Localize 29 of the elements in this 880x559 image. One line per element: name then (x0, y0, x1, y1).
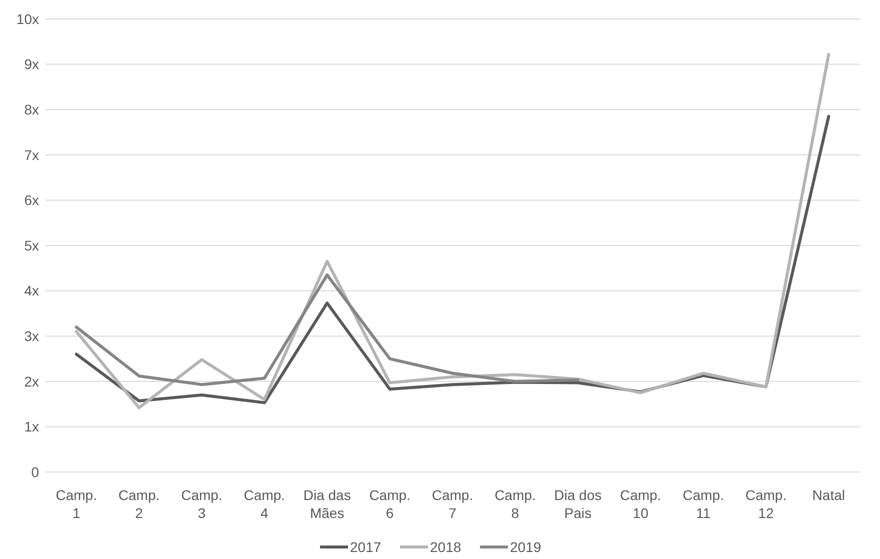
y-tick-label: 4x (24, 282, 39, 299)
x-tick-label: Camp. 8 (494, 487, 536, 521)
x-tick-label: Camp. 7 (432, 487, 474, 521)
x-tick-label: Dia dos Pais (554, 487, 602, 521)
y-tick-label: 7x (24, 146, 39, 163)
x-tick-label: Dia das Mães (303, 487, 351, 521)
line-series (74, 52, 830, 410)
x-tick-label: Camp. 11 (682, 487, 724, 521)
y-tick-label: 6x (24, 192, 39, 208)
y-tick-label: 10x (16, 10, 39, 27)
y-tick-label: 2x (24, 373, 39, 390)
x-tick-label: Natal (812, 487, 845, 503)
x-tick-label: Camp. 12 (745, 487, 787, 521)
legend-label: 2019 (510, 538, 542, 555)
x-tick-label: Camp. 2 (118, 487, 160, 521)
y-tick-label: 5x (24, 237, 39, 254)
y-tick-label: 0 (31, 464, 40, 480)
x-tick-label: Camp. 3 (181, 487, 222, 521)
x-tick-label: Camp. 6 (369, 487, 410, 521)
y-tick-label: 8x (24, 102, 39, 118)
x-tick-label: Camp. 10 (620, 487, 662, 521)
y-tick-label: 3x (24, 328, 39, 344)
y-tick-label: 1x (24, 418, 39, 435)
line-series (74, 273, 580, 386)
y-tick-label: 9x (24, 56, 39, 72)
x-tick-label: Camp. 1 (56, 487, 97, 521)
legend-label: 2017 (350, 538, 382, 555)
legend-label: 2018 (430, 538, 462, 555)
x-tick-label: Camp. 4 (244, 487, 286, 521)
